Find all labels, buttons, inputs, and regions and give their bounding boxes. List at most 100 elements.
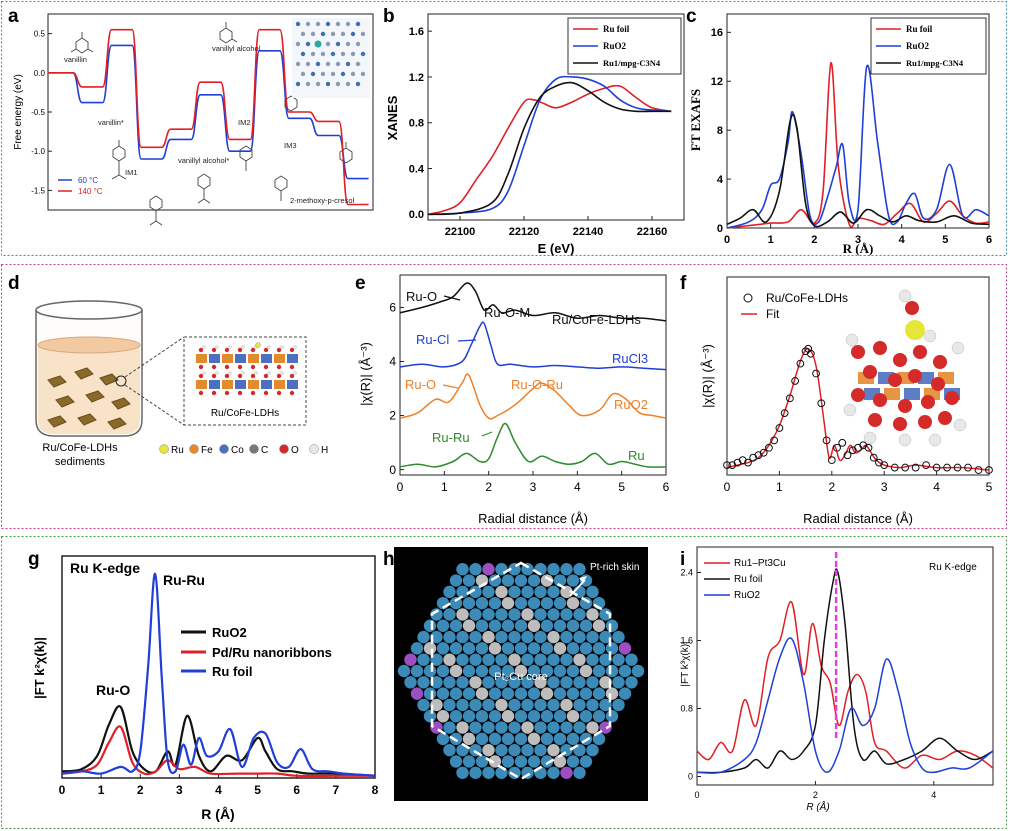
ldh-hydrogen bbox=[215, 371, 219, 375]
ldh-oxygen bbox=[289, 347, 295, 353]
nanoparticle-atom bbox=[443, 676, 456, 689]
nanoparticle-atom bbox=[514, 710, 528, 723]
lattice-atom bbox=[335, 41, 341, 47]
legend-i-ruo2-label: RuO2 bbox=[734, 590, 761, 601]
lattice-atom bbox=[340, 31, 346, 37]
molecule-product-sketch bbox=[339, 142, 353, 164]
panel-e-arrows bbox=[442, 295, 493, 437]
annotation-im2: IM2 bbox=[238, 118, 251, 127]
ldh-oxygen bbox=[276, 347, 282, 353]
x-tick-label: 0 bbox=[59, 783, 66, 797]
nanoparticle-atom bbox=[469, 653, 482, 666]
ldh-oxygen bbox=[211, 364, 217, 370]
ldh-inset-label: Ru/CoFe-LDHs bbox=[211, 408, 279, 419]
nanoparticle-atom bbox=[443, 585, 456, 599]
panel-f-cluster-inset bbox=[843, 289, 967, 447]
lattice-atom bbox=[355, 41, 361, 47]
ldh-octahedron bbox=[261, 354, 272, 363]
lattice-atom bbox=[355, 61, 361, 67]
nanoparticle-atom bbox=[560, 653, 573, 666]
nanoparticle-atom bbox=[599, 608, 612, 621]
nanoparticle-atom bbox=[495, 630, 508, 644]
beaker-liquid-surface bbox=[37, 336, 141, 354]
molecule-im3-sketch bbox=[274, 175, 288, 201]
nanoparticle-atom bbox=[560, 676, 573, 689]
nanoparticle-atom bbox=[579, 619, 593, 632]
ldh-octahedron bbox=[222, 354, 233, 363]
lattice-atom bbox=[315, 21, 321, 27]
nanoparticle-atom bbox=[547, 676, 560, 689]
panel-g-legend: RuO2 Pd/Ru nanoribbons Ru foil bbox=[181, 625, 332, 679]
lattice-atom bbox=[295, 81, 301, 87]
legend-c-ruo2-label: RuO2 bbox=[906, 41, 930, 51]
nanoparticle-atom bbox=[436, 710, 450, 723]
ldh-hydrogen bbox=[280, 371, 284, 375]
series-line-fit bbox=[726, 348, 990, 471]
nanoparticle-atom bbox=[488, 596, 502, 610]
ldh-oxygen bbox=[263, 364, 269, 370]
nanoparticle-atom bbox=[579, 687, 593, 700]
nanoparticle-atom bbox=[566, 755, 580, 768]
nanoparticle-atom bbox=[573, 630, 586, 644]
panel-label-b: b bbox=[383, 6, 395, 27]
nanoparticle-atom bbox=[462, 732, 476, 746]
y-tick-label: 0 bbox=[717, 223, 723, 235]
x-tick-label: 5 bbox=[254, 783, 261, 797]
y-tick-label: 0 bbox=[389, 463, 396, 477]
nanoparticle-atom bbox=[547, 766, 560, 779]
legend-f-fit-label: Fit bbox=[766, 307, 780, 321]
panel-f-series bbox=[723, 344, 993, 474]
ldh-octahedron bbox=[287, 380, 298, 389]
y-tick-label: 8 bbox=[717, 125, 723, 137]
ldh-octahedron bbox=[248, 380, 259, 389]
x-tick-label: 1 bbox=[768, 234, 774, 246]
ldh-hydrogen bbox=[267, 345, 271, 349]
annotation-vanillin: vanillin bbox=[64, 55, 87, 64]
nanoparticle-atom bbox=[553, 687, 567, 700]
nanoparticle-atom bbox=[482, 653, 495, 666]
data-point-ru-cofe-ldhs bbox=[806, 349, 815, 358]
nanoparticle-atom bbox=[599, 653, 612, 666]
nanoparticle-atom bbox=[501, 732, 515, 746]
skin-arrow bbox=[569, 579, 586, 597]
y-tick-label: 2.4 bbox=[680, 568, 693, 578]
nanoparticle-atom bbox=[456, 563, 469, 576]
ldh-oxygen bbox=[276, 364, 282, 370]
lattice-atom bbox=[300, 71, 306, 77]
series-line-ru1-mpg-c3n4 bbox=[726, 113, 990, 228]
nanoparticle-atom bbox=[482, 608, 495, 621]
nanoparticle-atom bbox=[488, 755, 502, 768]
nanoparticle-atom bbox=[501, 642, 515, 655]
panel-i-title: Ru K-edge bbox=[929, 562, 977, 573]
energy-profile-140c bbox=[48, 28, 369, 206]
nanoparticle-atom bbox=[475, 619, 489, 632]
nanoparticle-atom bbox=[417, 630, 430, 644]
nanoparticle-atom bbox=[462, 619, 476, 632]
y-tick-label: 0.0 bbox=[409, 209, 424, 221]
data-point-ru-cofe-ldhs bbox=[822, 436, 831, 445]
legend-element-label: Ru bbox=[171, 445, 184, 456]
legend-element-dot bbox=[309, 444, 319, 454]
legend-b-ru1-label: Ru1/mpg-C3N4 bbox=[603, 58, 661, 68]
beaker bbox=[35, 300, 143, 437]
ldh-octahedron bbox=[274, 380, 285, 389]
sediment-flake bbox=[47, 375, 67, 388]
nanoparticle-atom bbox=[560, 766, 573, 779]
panel-b-legend: Ru foil RuO2 Ru1/mpg-C3N4 bbox=[567, 17, 682, 75]
nanoparticle-atom bbox=[527, 574, 541, 587]
ldh-oxygen bbox=[263, 390, 269, 396]
ldh-oxygen bbox=[263, 373, 269, 379]
y-tick-label: 6 bbox=[389, 301, 396, 315]
nanoparticle-atom bbox=[566, 574, 580, 587]
x-tick-label: 4 bbox=[215, 783, 222, 797]
cluster-hydrogen bbox=[863, 431, 877, 445]
cluster-oxygen bbox=[893, 417, 907, 431]
nanoparticle-atom bbox=[521, 585, 534, 599]
cluster-hydrogen bbox=[923, 329, 937, 343]
nanoparticle-atom bbox=[612, 630, 625, 644]
label-ru-o-top: Ru-O bbox=[406, 289, 437, 304]
energy-profile-60c bbox=[48, 44, 369, 180]
cluster-hydrogen bbox=[898, 289, 912, 303]
y-tick-label: 4 bbox=[389, 355, 396, 369]
